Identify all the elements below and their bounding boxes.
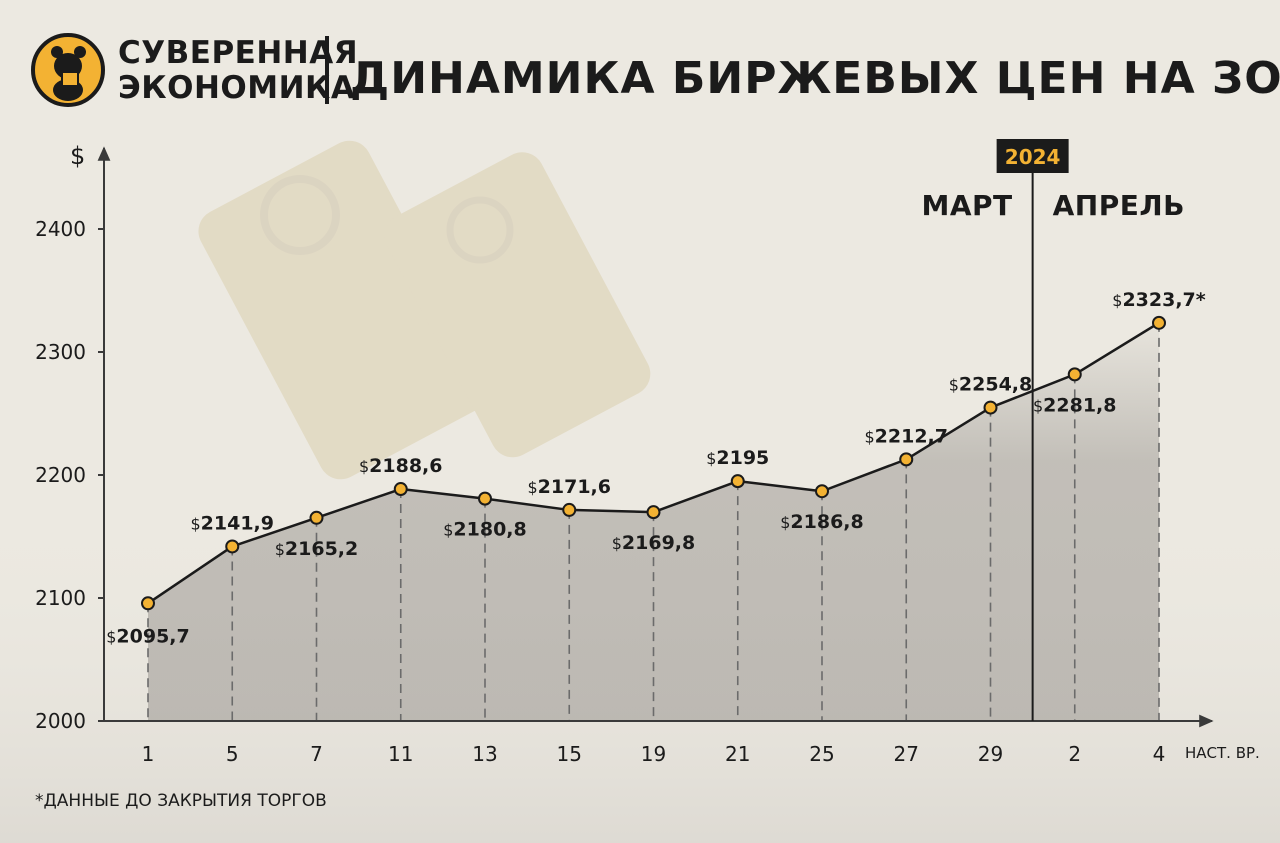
currency-symbol: $ bbox=[527, 478, 537, 497]
x-tick-0: 1 bbox=[142, 742, 155, 766]
currency-symbol: $ bbox=[1033, 396, 1043, 415]
x-tick-2: 7 bbox=[310, 742, 323, 766]
data-point-27 bbox=[899, 452, 914, 467]
data-point-5 bbox=[225, 539, 240, 554]
currency-symbol: $ bbox=[864, 427, 874, 446]
data-point-21 bbox=[730, 474, 745, 489]
page-title: ДИНАМИКА БИРЖЕВЫХ ЦЕН НА ЗОЛОТО bbox=[350, 53, 1280, 104]
data-label-15: $2171,6 bbox=[527, 476, 611, 498]
y-tick-2100: 2100 bbox=[35, 586, 86, 610]
data-label-29: $2254,8 bbox=[949, 374, 1033, 396]
data-point-13 bbox=[478, 491, 492, 506]
data-point-7 bbox=[309, 510, 324, 525]
gold-bars-decoration bbox=[198, 140, 651, 480]
x-tick-5: 15 bbox=[557, 742, 582, 766]
data-label-21: $2195 bbox=[706, 447, 769, 469]
data-label-4: $2323,7* bbox=[1112, 289, 1206, 311]
x-tick-9: 27 bbox=[894, 742, 919, 766]
label-value: 2169,8 bbox=[622, 532, 695, 554]
data-label-13: $2180,8 bbox=[443, 519, 527, 541]
label-value: 2141,9 bbox=[201, 512, 274, 534]
area-shading bbox=[148, 322, 1159, 721]
label-value: 2281,8 bbox=[1043, 394, 1116, 416]
data-point-15 bbox=[562, 502, 577, 517]
y-tick-2400: 2400 bbox=[35, 217, 86, 241]
bear-holding-box-icon bbox=[51, 46, 86, 101]
data-label-25: $2186,8 bbox=[780, 511, 864, 533]
label-value: 2165,2 bbox=[285, 538, 358, 560]
month-markers: 2024 МАРТ АПРЕЛЬ bbox=[921, 139, 1185, 721]
x-tick-3: 11 bbox=[388, 742, 413, 766]
brand-line1: СУВЕРЕННАЯ bbox=[118, 35, 358, 71]
label-value: 2188,6 bbox=[369, 455, 442, 477]
data-labels: $2095,7$2141,9$2165,2$2188,6$2180,8$2171… bbox=[106, 289, 1206, 647]
label-value: 2323,7* bbox=[1122, 289, 1205, 311]
data-label-5: $2141,9 bbox=[190, 512, 274, 534]
y-tick-2000: 2000 bbox=[35, 709, 86, 733]
currency-symbol: $ bbox=[106, 627, 116, 646]
y-tick-2200: 2200 bbox=[35, 463, 86, 487]
x-tick-8: 25 bbox=[809, 742, 834, 766]
currency-symbol: $ bbox=[780, 513, 790, 532]
x-tick-6: 19 bbox=[641, 742, 666, 766]
data-label-2: $2281,8 bbox=[1033, 394, 1117, 416]
x-tick-10: 29 bbox=[978, 742, 1003, 766]
currency-symbol: $ bbox=[612, 534, 622, 553]
y-axis-unit: $ bbox=[70, 142, 85, 170]
x-tick-7: 21 bbox=[725, 742, 750, 766]
currency-symbol: $ bbox=[949, 376, 959, 395]
year-badge bbox=[996, 139, 1069, 173]
data-point-1 bbox=[141, 596, 155, 611]
currency-symbol: $ bbox=[359, 457, 369, 476]
data-label-27: $2212,7 bbox=[864, 425, 948, 447]
drop-lines bbox=[147, 322, 1160, 721]
year-label: 2024 bbox=[1005, 145, 1061, 169]
data-point-25 bbox=[815, 484, 829, 499]
data-label-7: $2165,2 bbox=[275, 538, 359, 560]
data-points bbox=[141, 315, 1166, 611]
month-label-march: МАРТ bbox=[921, 189, 1012, 222]
data-point-11 bbox=[393, 482, 408, 497]
data-label-19: $2169,8 bbox=[612, 532, 696, 554]
data-point-29 bbox=[983, 400, 998, 415]
header-divider bbox=[325, 36, 329, 104]
area-fill bbox=[148, 322, 1159, 721]
currency-symbol: $ bbox=[1112, 291, 1122, 310]
label-value: 2254,8 bbox=[959, 374, 1032, 396]
data-point-4 bbox=[1152, 315, 1166, 330]
label-value: 2212,7 bbox=[875, 425, 948, 447]
x-axis-end-label: НАСТ. ВР. bbox=[1185, 744, 1260, 762]
data-point-2 bbox=[1067, 367, 1082, 382]
data-label-1: $2095,7 bbox=[106, 625, 190, 647]
x-tick-1: 5 bbox=[226, 742, 239, 766]
brand-line2: ЭКОНОМИКА bbox=[118, 70, 355, 106]
data-point-19 bbox=[646, 505, 661, 520]
currency-symbol: $ bbox=[190, 514, 200, 533]
currency-symbol: $ bbox=[706, 449, 716, 468]
brand-logo bbox=[31, 33, 105, 107]
data-label-11: $2188,6 bbox=[359, 455, 443, 477]
label-value: 2186,8 bbox=[790, 511, 863, 533]
x-tick-4: 13 bbox=[472, 742, 497, 766]
x-tick-12: 4 bbox=[1153, 742, 1166, 766]
month-label-april: АПРЕЛЬ bbox=[1053, 189, 1185, 222]
label-value: 2180,8 bbox=[453, 519, 526, 541]
label-value: 2171,6 bbox=[538, 476, 611, 498]
footnote: *ДАННЫЕ ДО ЗАКРЫТИЯ ТОРГОВ bbox=[35, 791, 327, 811]
y-tick-2300: 2300 bbox=[35, 340, 86, 364]
label-value: 2195 bbox=[716, 447, 769, 469]
x-tick-11: 2 bbox=[1068, 742, 1081, 766]
currency-symbol: $ bbox=[443, 521, 453, 540]
label-value: 2095,7 bbox=[116, 625, 189, 647]
currency-symbol: $ bbox=[275, 540, 285, 559]
